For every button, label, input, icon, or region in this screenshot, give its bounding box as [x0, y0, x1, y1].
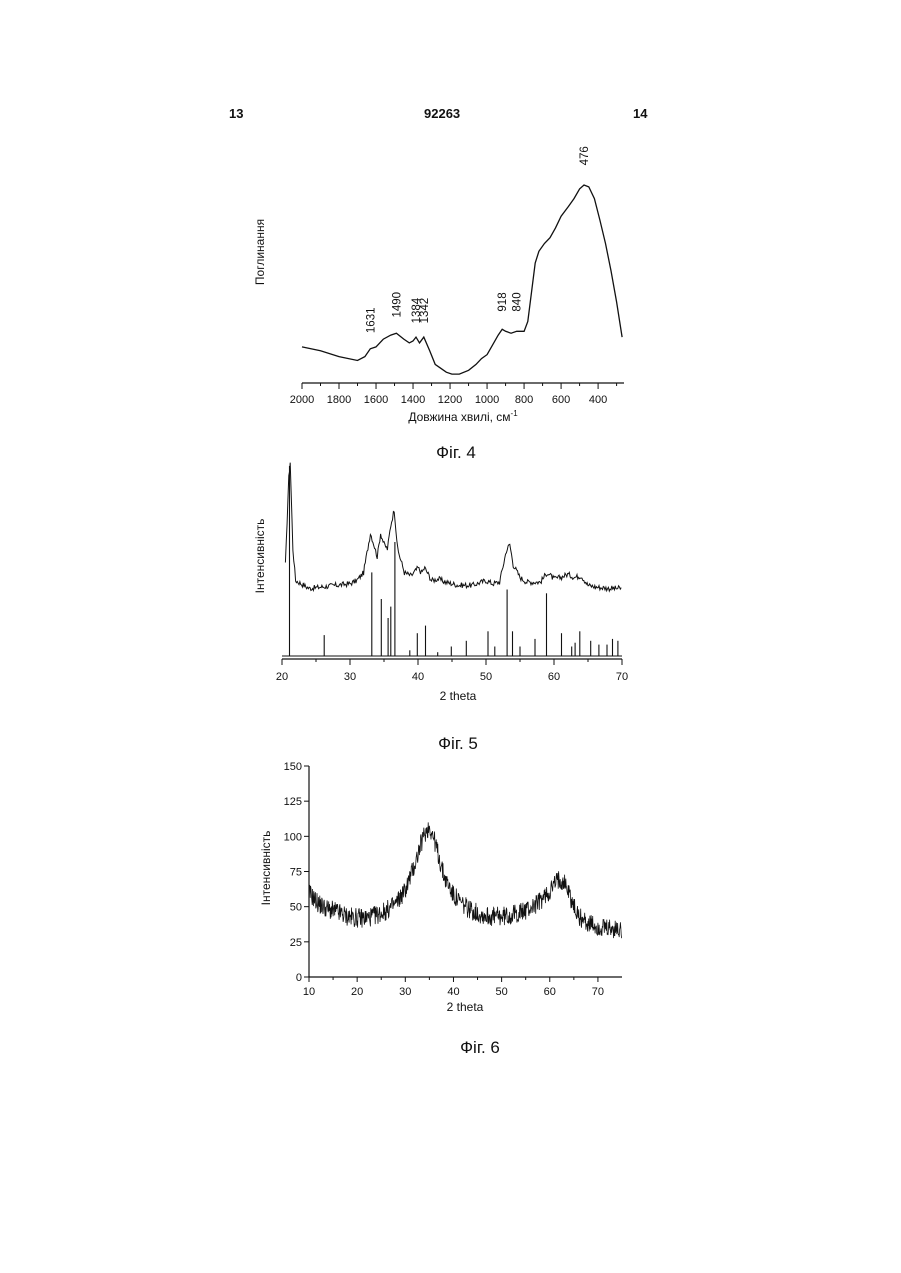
- x-tick-label: 70: [592, 986, 604, 998]
- figure-6-axes: [304, 766, 622, 982]
- peak-label: 918: [497, 292, 509, 311]
- figure-5-y-axis-label: Інтенсивність: [253, 519, 267, 594]
- x-tick-label: 800: [515, 394, 533, 406]
- y-tick-label: 0: [296, 972, 302, 984]
- figure-4-x-axis: [302, 383, 624, 389]
- figure-5-x-axis-label: 2 theta: [440, 689, 477, 703]
- figure-5-reference-lines: [282, 466, 622, 656]
- x-tick-label: 400: [589, 394, 607, 406]
- x-tick-label: 1600: [364, 394, 388, 406]
- x-tick-label: 40: [412, 671, 424, 683]
- figure-5-xrd-pattern: 20 30 40 50 60 70 Інтенсивність 2 theta Фіг. …: [253, 463, 628, 753]
- peak-label: 1631: [365, 308, 377, 334]
- x-tick-label: 70: [616, 671, 628, 683]
- x-tick-label: 60: [544, 986, 556, 998]
- y-tick-label: 25: [290, 937, 302, 949]
- x-tick-label: 50: [480, 671, 492, 683]
- x-tick-label: 2000: [290, 394, 314, 406]
- peak-label: 1490: [391, 292, 403, 318]
- figure-4-x-axis-label: Довжина хвилі, см-1: [408, 409, 518, 424]
- figure-4-peak-labels: 1631149013841342918840476: [365, 146, 591, 333]
- x-tick-label: 20: [351, 986, 363, 998]
- figure-4-caption: Фіг. 4: [436, 443, 476, 462]
- figure-4-y-axis-label: Поглинання: [253, 219, 267, 285]
- y-tick-label: 50: [290, 902, 302, 914]
- figure-6-caption: Фіг. 6: [460, 1038, 500, 1057]
- x-tick-label: 10: [303, 986, 315, 998]
- figure-5-x-axis: [282, 659, 622, 665]
- figure-6-x-axis-label: 2 theta: [447, 1000, 484, 1014]
- figure-4-spectrum-line: [302, 185, 622, 374]
- x-tick-label: 600: [552, 394, 570, 406]
- y-tick-label: 100: [284, 831, 302, 843]
- x-tick-label: 20: [276, 671, 288, 683]
- x-tick-label: 30: [344, 671, 356, 683]
- x-tick-label: 1000: [475, 394, 499, 406]
- peak-label: 1342: [419, 298, 431, 324]
- figure-4-ir-spectrum: 2000 1800 1600 1400 1200 1000 800 600 400 1631 14…: [253, 146, 624, 462]
- x-tick-label: 1200: [438, 394, 462, 406]
- figure-6-xrd-pattern: 10 20 30 40 50 60 70 0 25 50 75 100 125 150 Інтенсивн…: [259, 761, 622, 1057]
- figure-5-caption: Фіг. 5: [438, 734, 478, 753]
- y-tick-label: 75: [290, 867, 302, 879]
- x-tick-label: 50: [495, 986, 507, 998]
- x-tick-label: 40: [447, 986, 459, 998]
- x-tick-label: 60: [548, 671, 560, 683]
- figure-6-y-axis-label: Інтенсивність: [259, 831, 273, 906]
- y-tick-label: 150: [284, 761, 302, 773]
- figure-5-x-tick-labels: 20 30 40 50 60 70: [276, 671, 628, 683]
- figure-6-pattern-line: [309, 822, 622, 938]
- x-tick-label: 1400: [401, 394, 425, 406]
- peak-label: 840: [512, 292, 524, 311]
- x-tick-label: 1800: [327, 394, 351, 406]
- peak-label: 476: [579, 146, 591, 165]
- y-tick-label: 125: [284, 796, 302, 808]
- x-tick-label: 30: [399, 986, 411, 998]
- figure-4-x-tick-labels: 2000 1800 1600 1400 1200 1000 800 600 400: [290, 394, 608, 406]
- figure-5-experimental-line: [285, 463, 621, 591]
